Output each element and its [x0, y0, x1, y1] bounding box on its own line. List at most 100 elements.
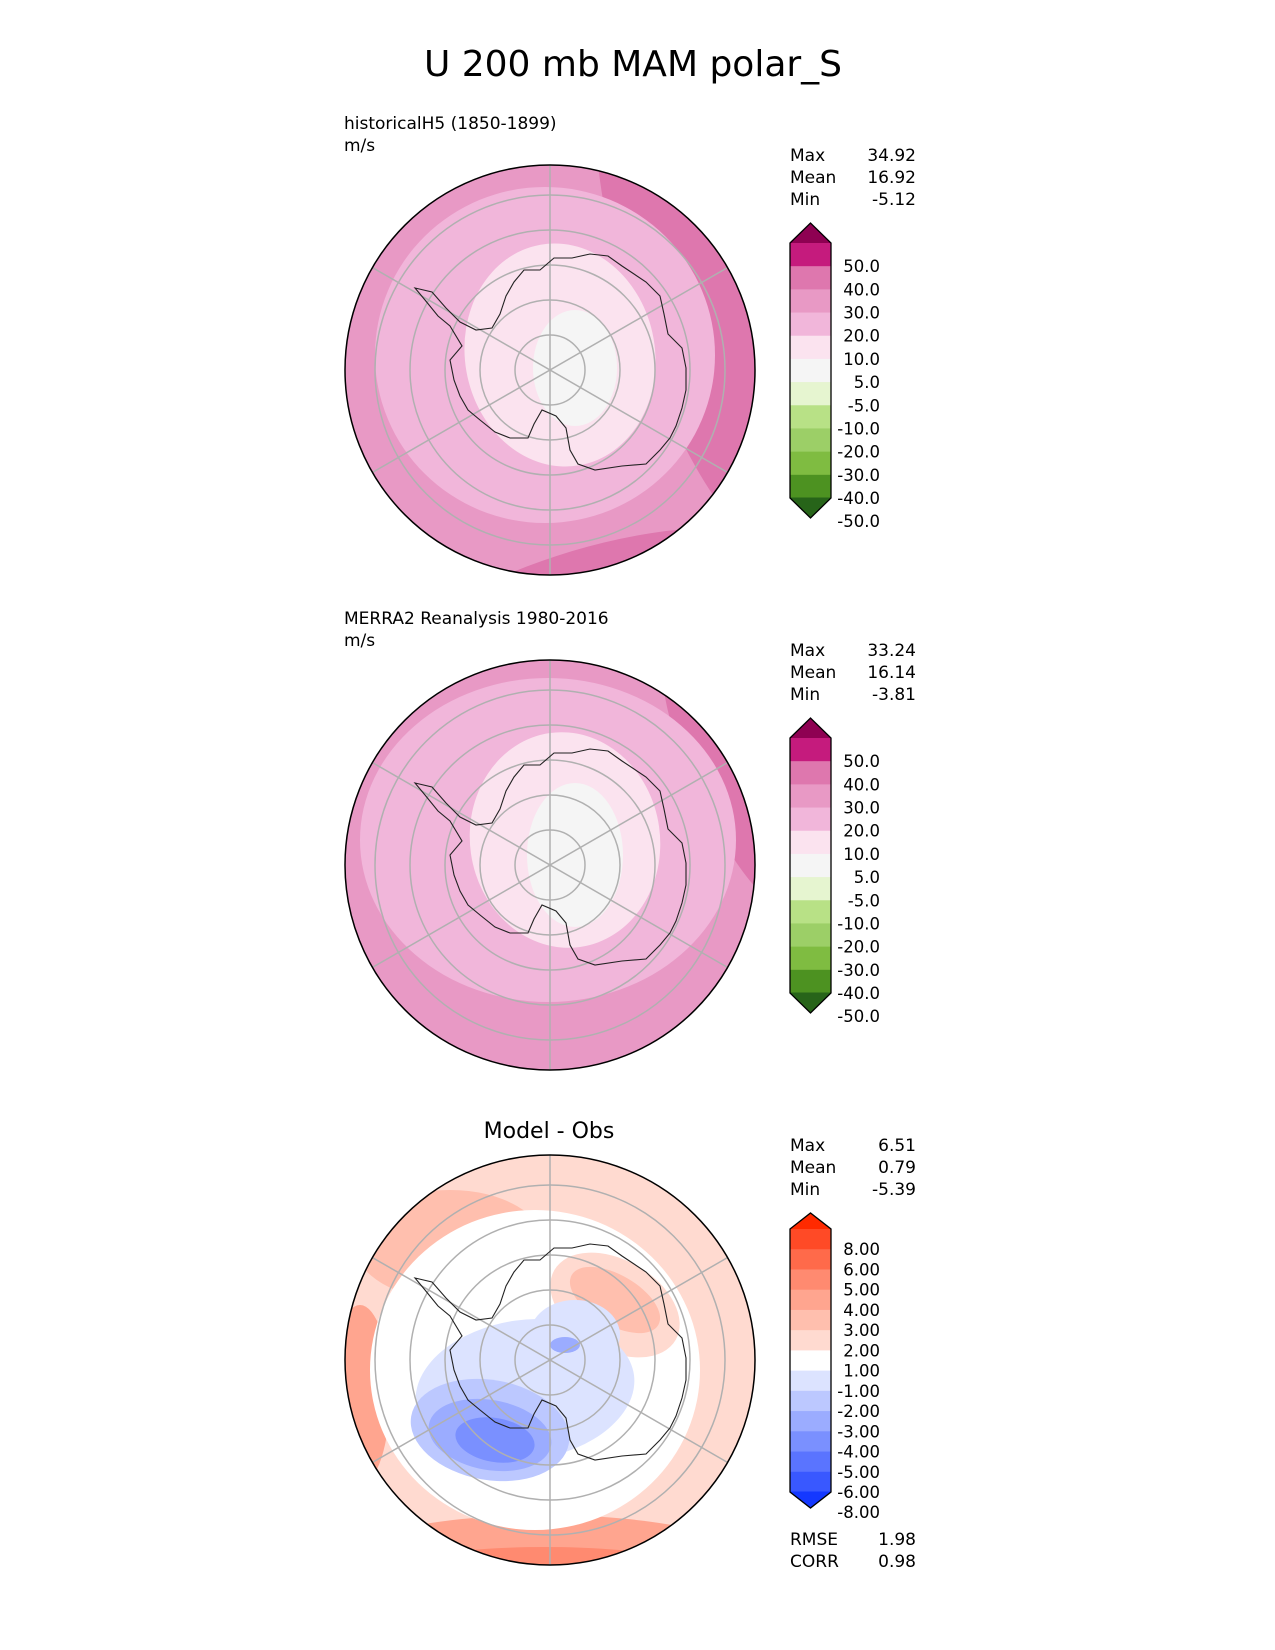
graticule [367, 165, 733, 575]
stat-value: 6.51 [878, 1136, 916, 1156]
colorbar: 8.006.00 5.004.003.002.00 1.00-1.00-2.00-3… [789, 1212, 880, 1522]
colorbar-segment [790, 1289, 831, 1311]
metrics-block: RMSE 1.98 CORR 0.98 [790, 1530, 916, 1572]
colorbar-segment [790, 405, 831, 430]
colorbar-tick-label: -5.00 [837, 1463, 880, 1482]
colorbar-tick-label: -5.0 [848, 396, 880, 415]
colorbar-tick-label: 20.0 [843, 822, 880, 841]
colorbar-segment [790, 1370, 831, 1392]
colorbar-segment [790, 382, 831, 406]
colorbar-segment [790, 243, 831, 267]
stat-value: -3.81 [872, 685, 916, 705]
colorbar-tick-label: -5.0 [848, 891, 880, 910]
panel-units: m/s [344, 631, 375, 651]
colorbar-extend-max [790, 223, 831, 244]
colorbar-segment [790, 1269, 831, 1291]
panel-model: historicalH5 (1850-1899) m/s Max 34.92 M… [344, 114, 916, 576]
colorbar-tick-label: -30.0 [837, 961, 880, 980]
stat-label: Min [790, 190, 820, 210]
colorbar-outline [789, 1212, 832, 1509]
contour-fill-2-3 [569, 1266, 661, 1334]
colorbar-segment [790, 761, 831, 785]
stat-label: Mean [790, 1158, 836, 1178]
colorbar-tick-label: -1.00 [837, 1382, 880, 1401]
colorbar-tick-label: 5.0 [854, 868, 880, 887]
stat-label: Max [790, 641, 825, 661]
contour-fill-3-4 [345, 1515, 755, 1565]
contour-fill-5-6 [385, 1570, 705, 1626]
map-boundary [344, 1154, 756, 1566]
colorbar-tick-label: -4.00 [837, 1443, 880, 1462]
colorbar-tick-label: -8.00 [837, 1503, 880, 1522]
contour-fill-neg5-5 [527, 783, 623, 927]
colorbar-tick-label: 8.00 [843, 1240, 880, 1259]
colorbar-segment [790, 1451, 831, 1473]
colorbar-extend-min [790, 497, 831, 518]
figure-title: U 200 mb MAM polar_S [424, 44, 842, 85]
stat-value: 16.14 [867, 663, 916, 683]
colorbar-tick-label: 1.00 [843, 1362, 880, 1381]
contour-fill-neg1-1 [605, 1155, 695, 1170]
colorbar-segment [790, 451, 831, 476]
contour-fill-4-5 [355, 1547, 735, 1565]
metric-value: 1.98 [878, 1530, 916, 1550]
colorbar-segment [790, 358, 831, 383]
colorbar-segment [790, 807, 831, 832]
colorbar-segment [790, 335, 831, 360]
colorbar-tick-label: 50.0 [843, 257, 880, 276]
contour-fill-neg5-neg4 [455, 1417, 535, 1463]
colorbar-tick-label: -40.0 [837, 984, 880, 1003]
graticule [367, 660, 733, 1070]
map-boundary [344, 659, 756, 1071]
colorbar-tick-label: -40.0 [837, 489, 880, 508]
colorbar-tick-label: 10.0 [843, 350, 880, 369]
colorbar-segment [790, 877, 831, 901]
colorbar-segment [790, 830, 831, 855]
contour-fill-neg4-neg3 [550, 1337, 580, 1353]
colorbar-tick-label: 40.0 [843, 775, 880, 794]
colorbar-extend-min [790, 992, 831, 1013]
stat-label: Mean [790, 663, 836, 683]
graticule [367, 1155, 733, 1565]
stat-label: Min [790, 1180, 820, 1200]
colorbar-segment [790, 474, 831, 499]
stat-value: 34.92 [867, 146, 916, 166]
colorbar-tick-label: 6.00 [843, 1260, 880, 1279]
colorbar-tick-label: 2.00 [843, 1341, 880, 1360]
colorbar-extend-min [790, 1491, 831, 1508]
stat-label: Min [790, 685, 820, 705]
colorbar-tick-label: -20.0 [837, 938, 880, 957]
colorbar-segment [790, 1431, 831, 1453]
stat-value: 0.79 [878, 1158, 916, 1178]
colorbar-segment [790, 784, 831, 809]
colorbar-segment [790, 1229, 831, 1250]
stat-value: 33.24 [867, 641, 916, 661]
colorbar-outline [789, 717, 832, 1014]
contour-map [345, 1155, 755, 1626]
colorbar-tick-label: -50.0 [837, 512, 880, 531]
colorbar-segment [790, 266, 831, 290]
colorbar-tick-label: 50.0 [843, 752, 880, 771]
stat-value: 16.92 [867, 168, 916, 188]
map-boundary [344, 164, 756, 576]
colorbar-segment [790, 923, 831, 948]
stat-label: Mean [790, 168, 836, 188]
stat-label: Max [790, 146, 825, 166]
stats-block: Max 6.51 Mean 0.79 Min -5.39 [790, 1136, 916, 1200]
colorbar: 50.0 40.0 30.0 20.0 10.0 5.0 -5.0 -10.0 -20.0 -30… [789, 222, 880, 531]
panel-title: Model - Obs [484, 1119, 615, 1144]
colorbar: 50.0 40.0 30.0 20.0 10.0 5.0 -5.0 -10.0 -20.0 -30… [789, 717, 880, 1026]
stat-label: Max [790, 1136, 825, 1156]
colorbar-tick-label: -30.0 [837, 466, 880, 485]
colorbar-extend-max [790, 1213, 831, 1230]
colorbar-tick-label: -50.0 [837, 1007, 880, 1026]
colorbar-extend-max [790, 718, 831, 739]
colorbar-tick-label: 10.0 [843, 845, 880, 864]
colorbar-segment [790, 1309, 831, 1331]
colorbar-tick-label: 5.0 [854, 373, 880, 392]
panel-title: historicalH5 (1850-1899) [344, 114, 557, 134]
colorbar-tick-label: -6.00 [837, 1483, 880, 1502]
colorbar-tick-label: -10.0 [837, 419, 880, 438]
colorbar-tick-label: 5.00 [843, 1281, 880, 1300]
